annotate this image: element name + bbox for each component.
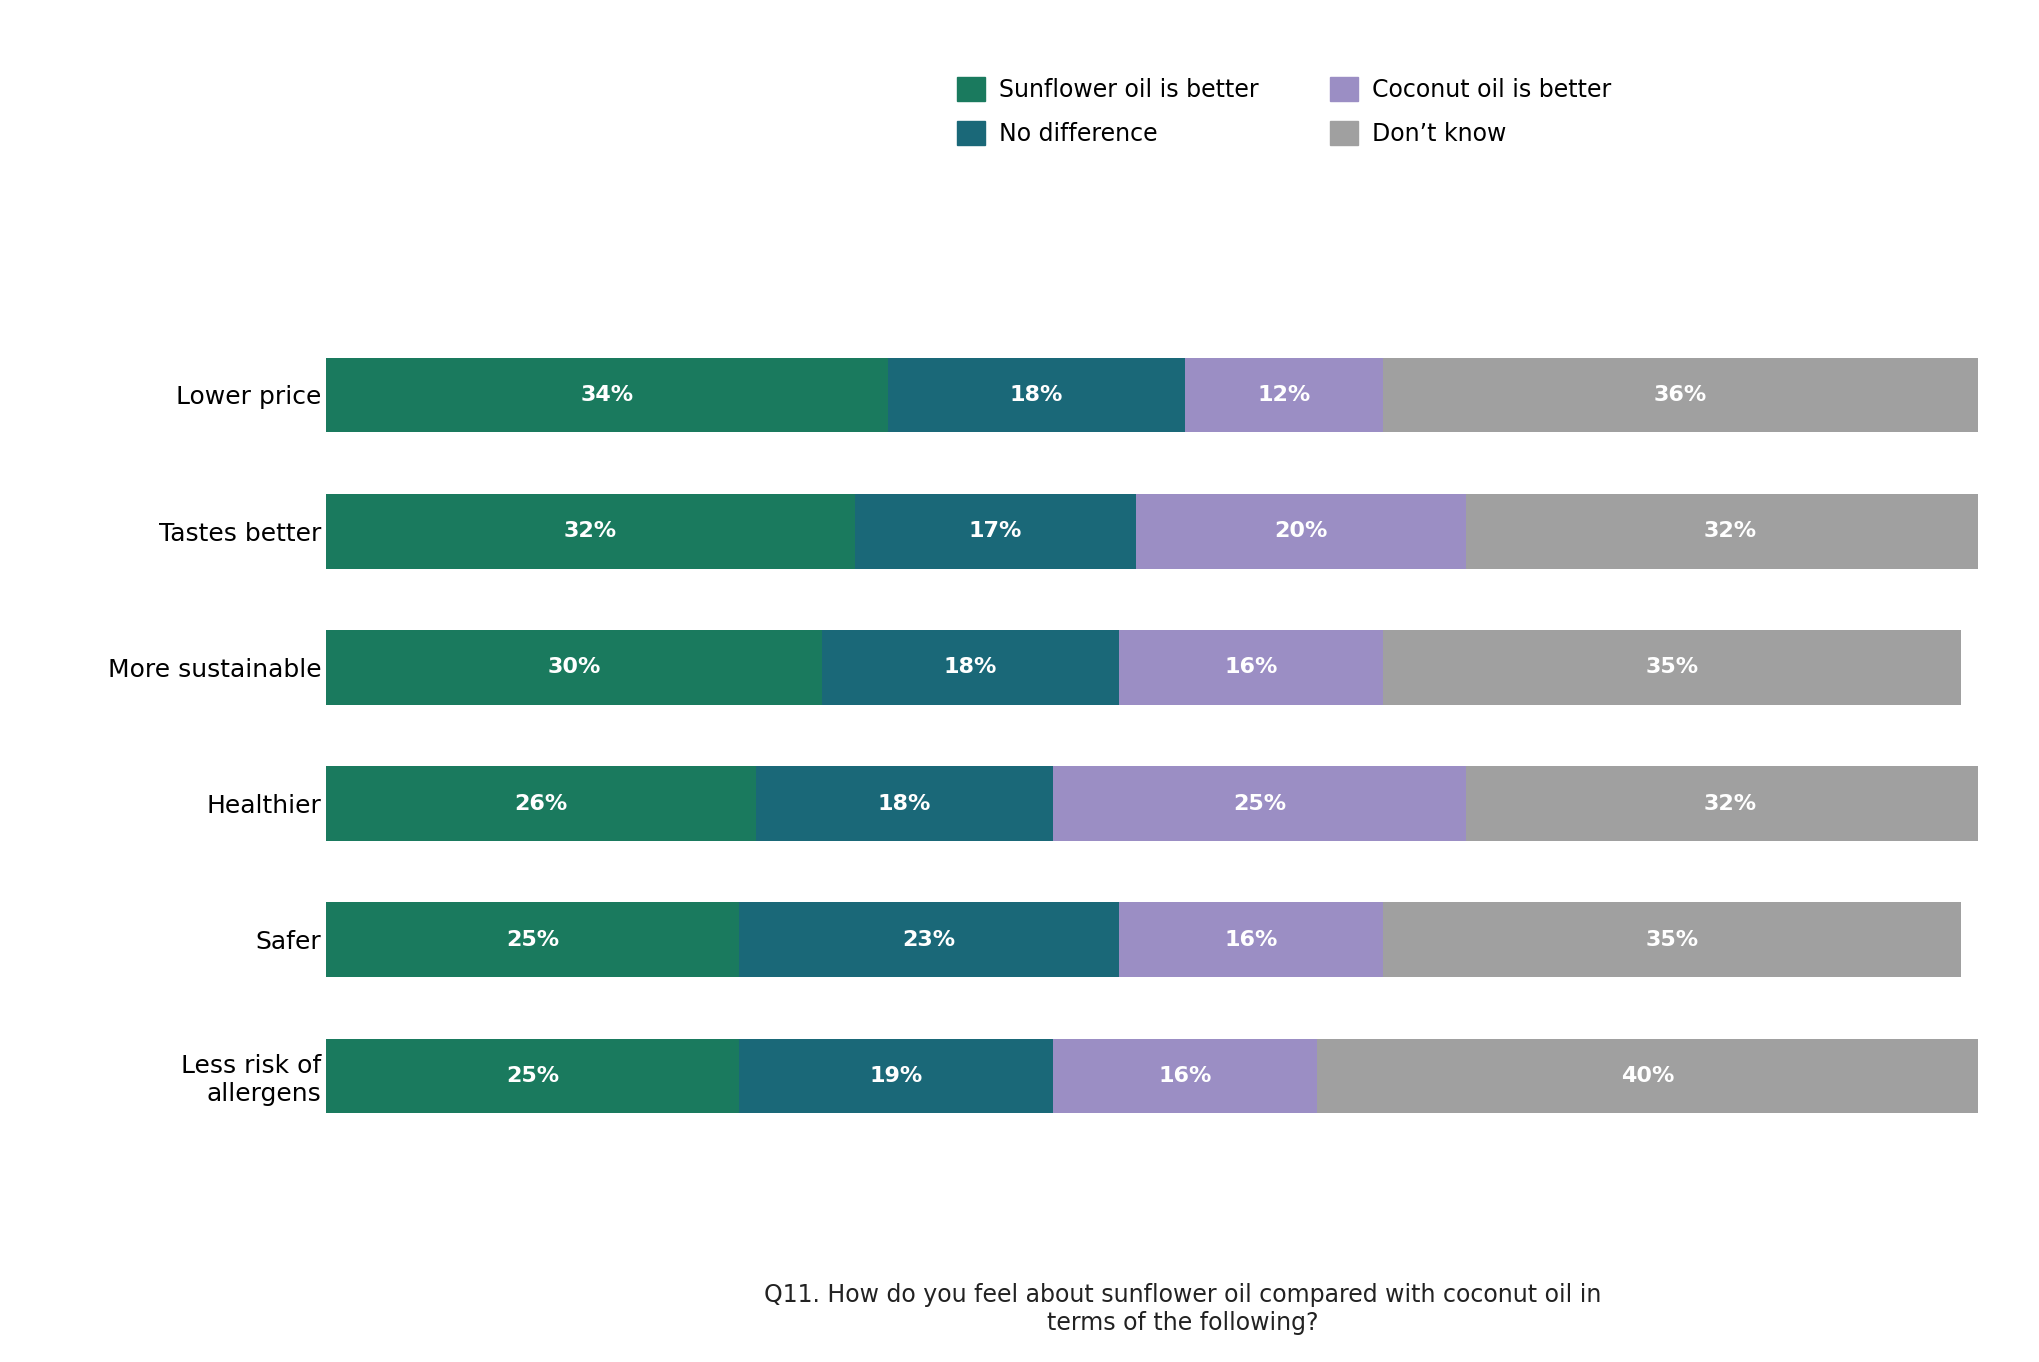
Bar <box>326 765 756 840</box>
Text: 36%: 36% <box>1654 385 1707 405</box>
Bar <box>326 493 854 569</box>
Text: 25%: 25% <box>506 1066 559 1086</box>
Bar <box>326 358 887 433</box>
Text: 18%: 18% <box>1009 385 1062 405</box>
Text: 32%: 32% <box>1703 522 1758 541</box>
Text: 32%: 32% <box>1703 794 1758 813</box>
Bar <box>1466 765 1994 840</box>
Text: 16%: 16% <box>1225 658 1278 677</box>
Bar <box>854 493 1136 569</box>
Text: 35%: 35% <box>1645 930 1698 949</box>
Bar <box>326 1039 740 1114</box>
Bar <box>1317 1039 1978 1114</box>
Text: 12%: 12% <box>1258 385 1311 405</box>
Bar <box>756 765 1052 840</box>
Text: 25%: 25% <box>506 930 559 949</box>
Bar <box>887 358 1185 433</box>
Text: 16%: 16% <box>1158 1066 1211 1086</box>
Text: 23%: 23% <box>903 930 956 949</box>
Text: 19%: 19% <box>869 1066 924 1086</box>
Text: 20%: 20% <box>1274 522 1327 541</box>
Bar <box>822 631 1119 706</box>
Text: Q11. How do you feel about sunflower oil compared with coconut oil in
terms of t: Q11. How do you feel about sunflower oil… <box>765 1283 1601 1335</box>
Text: 32%: 32% <box>565 522 618 541</box>
Bar <box>1185 358 1382 433</box>
Bar <box>740 1039 1052 1114</box>
Text: 25%: 25% <box>1234 794 1287 813</box>
Text: 35%: 35% <box>1645 658 1698 677</box>
Legend: Sunflower oil is better, No difference, Coconut oil is better, Don’t know: Sunflower oil is better, No difference, … <box>948 67 1621 155</box>
Bar <box>1052 765 1466 840</box>
Bar <box>1382 631 1962 706</box>
Bar <box>1466 493 1994 569</box>
Bar <box>326 631 822 706</box>
Bar <box>1382 358 1978 433</box>
Bar <box>1136 493 1466 569</box>
Bar <box>1119 903 1382 978</box>
Text: 30%: 30% <box>546 658 602 677</box>
Text: 18%: 18% <box>877 794 932 813</box>
Bar <box>1382 903 1962 978</box>
Bar <box>740 903 1119 978</box>
Bar <box>326 903 740 978</box>
Text: 40%: 40% <box>1621 1066 1674 1086</box>
Text: 34%: 34% <box>581 385 634 405</box>
Text: 26%: 26% <box>514 794 567 813</box>
Text: 18%: 18% <box>944 658 997 677</box>
Text: 16%: 16% <box>1225 930 1278 949</box>
Bar <box>1052 1039 1317 1114</box>
Bar <box>1119 631 1382 706</box>
Text: 17%: 17% <box>969 522 1022 541</box>
